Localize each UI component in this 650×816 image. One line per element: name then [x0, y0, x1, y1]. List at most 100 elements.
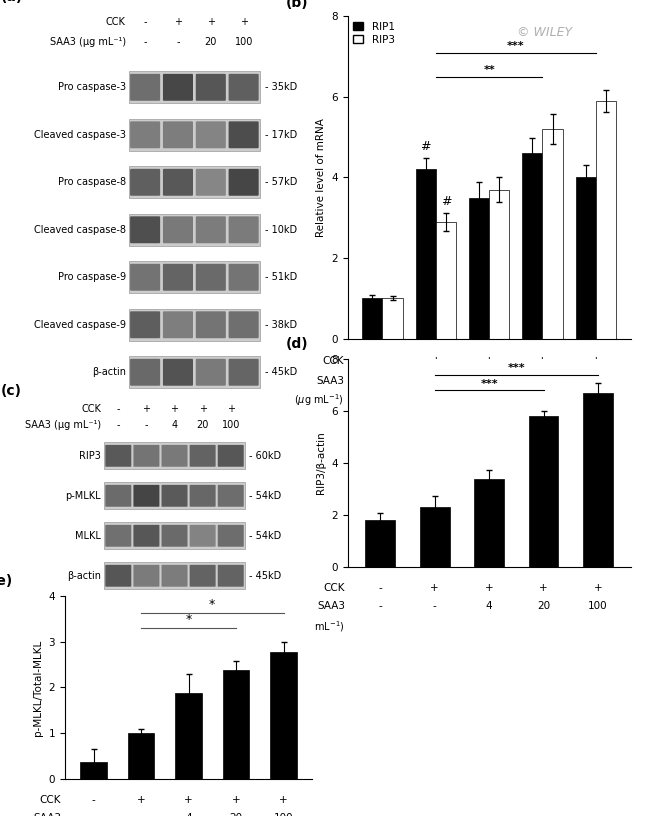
FancyBboxPatch shape: [161, 525, 188, 547]
Bar: [362, 299, 382, 339]
Text: +: +: [540, 583, 548, 592]
Text: p-MLKL: p-MLKL: [66, 490, 101, 501]
FancyBboxPatch shape: [218, 485, 244, 507]
Text: Pro caspase-8: Pro caspase-8: [57, 177, 125, 188]
Bar: [176, 694, 202, 779]
Text: ***: ***: [507, 41, 525, 51]
Bar: [575, 178, 596, 339]
FancyBboxPatch shape: [229, 264, 259, 290]
Bar: [528, 416, 558, 567]
Text: +: +: [430, 583, 439, 592]
Text: SAA3: SAA3: [33, 814, 61, 816]
Text: #: #: [421, 140, 431, 153]
FancyBboxPatch shape: [229, 169, 259, 196]
Bar: [129, 71, 260, 104]
Text: -: -: [380, 357, 384, 366]
Text: ***: ***: [508, 363, 525, 374]
FancyBboxPatch shape: [218, 445, 244, 467]
Bar: [129, 356, 260, 388]
FancyBboxPatch shape: [196, 312, 226, 338]
Text: - 45kD: - 45kD: [250, 570, 281, 581]
Text: +: +: [485, 357, 493, 366]
Text: (c): (c): [1, 384, 21, 398]
Text: 4: 4: [486, 375, 493, 386]
Bar: [436, 222, 456, 339]
Text: 4: 4: [172, 419, 177, 430]
Text: -: -: [144, 17, 147, 27]
Text: - 10kD: - 10kD: [265, 224, 297, 235]
Text: 20: 20: [536, 375, 549, 386]
Bar: [104, 442, 245, 469]
Bar: [223, 670, 249, 779]
Text: +: +: [136, 795, 146, 805]
Text: -: -: [176, 37, 179, 47]
Text: +: +: [280, 795, 288, 805]
Bar: [474, 479, 504, 567]
Text: +: +: [240, 17, 248, 27]
FancyBboxPatch shape: [130, 312, 160, 338]
Text: - 17kD: - 17kD: [265, 130, 297, 140]
Bar: [129, 261, 260, 294]
Text: 100: 100: [586, 375, 606, 386]
Text: *: *: [185, 613, 192, 626]
Text: ***: ***: [480, 379, 498, 389]
FancyBboxPatch shape: [130, 122, 160, 149]
Legend: RIP1, RIP3: RIP1, RIP3: [353, 21, 395, 45]
FancyBboxPatch shape: [190, 565, 216, 587]
FancyBboxPatch shape: [196, 216, 226, 243]
Text: - 54kD: - 54kD: [250, 490, 281, 501]
FancyBboxPatch shape: [229, 74, 259, 100]
Text: 100: 100: [235, 37, 253, 47]
Text: -: -: [380, 375, 384, 386]
Text: 100: 100: [222, 419, 240, 430]
FancyBboxPatch shape: [130, 264, 160, 290]
Text: (b): (b): [285, 0, 308, 10]
Text: -: -: [139, 814, 143, 816]
Text: - 35kD: - 35kD: [265, 82, 297, 92]
Text: +: +: [538, 357, 547, 366]
Y-axis label: p-MLKL/Total-MLKL: p-MLKL/Total-MLKL: [33, 640, 43, 735]
Text: +: +: [174, 17, 182, 27]
Text: -: -: [116, 419, 120, 430]
Text: 4: 4: [486, 601, 493, 611]
FancyBboxPatch shape: [130, 359, 160, 386]
Text: +: +: [593, 583, 602, 592]
FancyBboxPatch shape: [163, 264, 193, 290]
Text: *: *: [209, 598, 215, 611]
Text: -: -: [92, 795, 96, 805]
Text: SAA3: SAA3: [316, 375, 344, 386]
Text: CCK: CCK: [322, 357, 344, 366]
Text: (d): (d): [285, 337, 308, 351]
Bar: [129, 308, 260, 341]
Text: 100: 100: [588, 601, 608, 611]
Text: -: -: [378, 583, 382, 592]
FancyBboxPatch shape: [161, 565, 188, 587]
FancyBboxPatch shape: [163, 169, 193, 196]
FancyBboxPatch shape: [105, 565, 131, 587]
FancyBboxPatch shape: [133, 525, 159, 547]
Text: - 51kD: - 51kD: [265, 273, 297, 282]
FancyBboxPatch shape: [196, 264, 226, 290]
Text: -: -: [434, 375, 437, 386]
Bar: [104, 562, 245, 589]
FancyBboxPatch shape: [161, 485, 188, 507]
Bar: [415, 170, 436, 339]
Text: SAA3: SAA3: [317, 601, 345, 611]
FancyBboxPatch shape: [196, 74, 226, 100]
Text: +: +: [227, 404, 235, 414]
FancyBboxPatch shape: [163, 312, 193, 338]
FancyBboxPatch shape: [163, 74, 193, 100]
Text: 20: 20: [537, 601, 550, 611]
Text: - 38kD: - 38kD: [265, 320, 297, 330]
FancyBboxPatch shape: [196, 359, 226, 386]
Bar: [128, 734, 154, 779]
Text: Cleaved caspase-8: Cleaved caspase-8: [34, 224, 125, 235]
Text: - 57kD: - 57kD: [265, 177, 297, 188]
Text: β-actin: β-actin: [92, 367, 125, 377]
Text: ($\mu$g mL$^{-1}$): ($\mu$g mL$^{-1}$): [294, 392, 344, 408]
Bar: [420, 508, 450, 567]
Bar: [129, 214, 260, 246]
Text: CCK: CCK: [40, 795, 61, 805]
FancyBboxPatch shape: [190, 525, 216, 547]
Bar: [382, 299, 403, 339]
